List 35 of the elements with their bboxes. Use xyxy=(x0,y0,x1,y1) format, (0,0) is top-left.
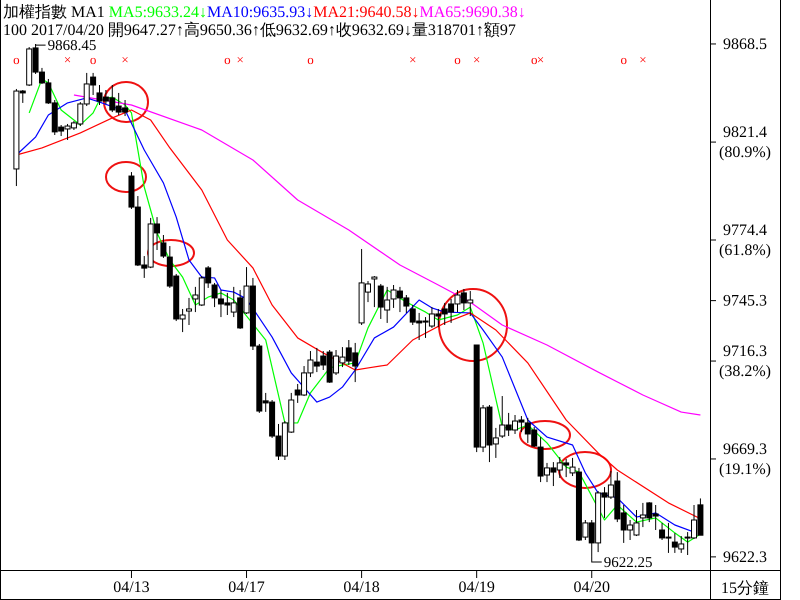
annotation: o xyxy=(530,52,538,67)
annotation: o xyxy=(307,52,314,67)
y-tick-label: 9669.3 (19.1%) xyxy=(719,440,771,478)
x-tick-label: 04/18 xyxy=(343,579,380,596)
x-tick-label: 04/20 xyxy=(574,579,610,596)
x-tick-label: 04/13 xyxy=(113,579,150,596)
text: MA10:9635.93↓ xyxy=(207,4,314,21)
annotation: × xyxy=(472,52,480,67)
annotation: × xyxy=(236,52,244,67)
text: MA5:9633.24↓ xyxy=(104,4,208,21)
annotation: 9622.25 xyxy=(604,555,652,571)
annotation: × xyxy=(64,52,72,67)
annotation: o xyxy=(13,52,20,67)
annotation: × xyxy=(639,52,647,67)
text: 15分鐘 xyxy=(721,580,769,597)
annotation: × xyxy=(409,52,416,67)
x-tick-label: 04/17 xyxy=(228,579,265,596)
annotation: o xyxy=(454,52,461,67)
annotation: 9868.45 xyxy=(48,38,96,54)
y-tick-label: 9622.3 xyxy=(723,548,767,566)
y-tick-label: 9821.4 (80.9%) xyxy=(719,124,771,162)
text: MA65:9690.38↓ xyxy=(419,4,526,21)
y-tick-label: 9745.3 xyxy=(723,292,767,310)
y-tick-label: 9868.5 xyxy=(723,36,767,53)
annotation: × xyxy=(121,52,129,67)
text: 100 2017/04/20 開9647.27↑高9650.36↑低9632.69↑收9632.69↓量318701↑額97 xyxy=(3,21,516,39)
y-tick-label: 9716.3 (38.2%) xyxy=(719,343,771,380)
annotation: o xyxy=(224,52,231,67)
text: MA21:9640.58↓ xyxy=(313,4,420,21)
annotation: o xyxy=(90,52,96,67)
annotation: × xyxy=(536,52,544,67)
y-tick-label: 9774.4 (61.8%) xyxy=(719,222,771,259)
chart-title: 加權指數 MA1 xyxy=(3,3,105,21)
annotation: o xyxy=(620,52,627,67)
x-tick-label: 04/19 xyxy=(458,579,495,596)
